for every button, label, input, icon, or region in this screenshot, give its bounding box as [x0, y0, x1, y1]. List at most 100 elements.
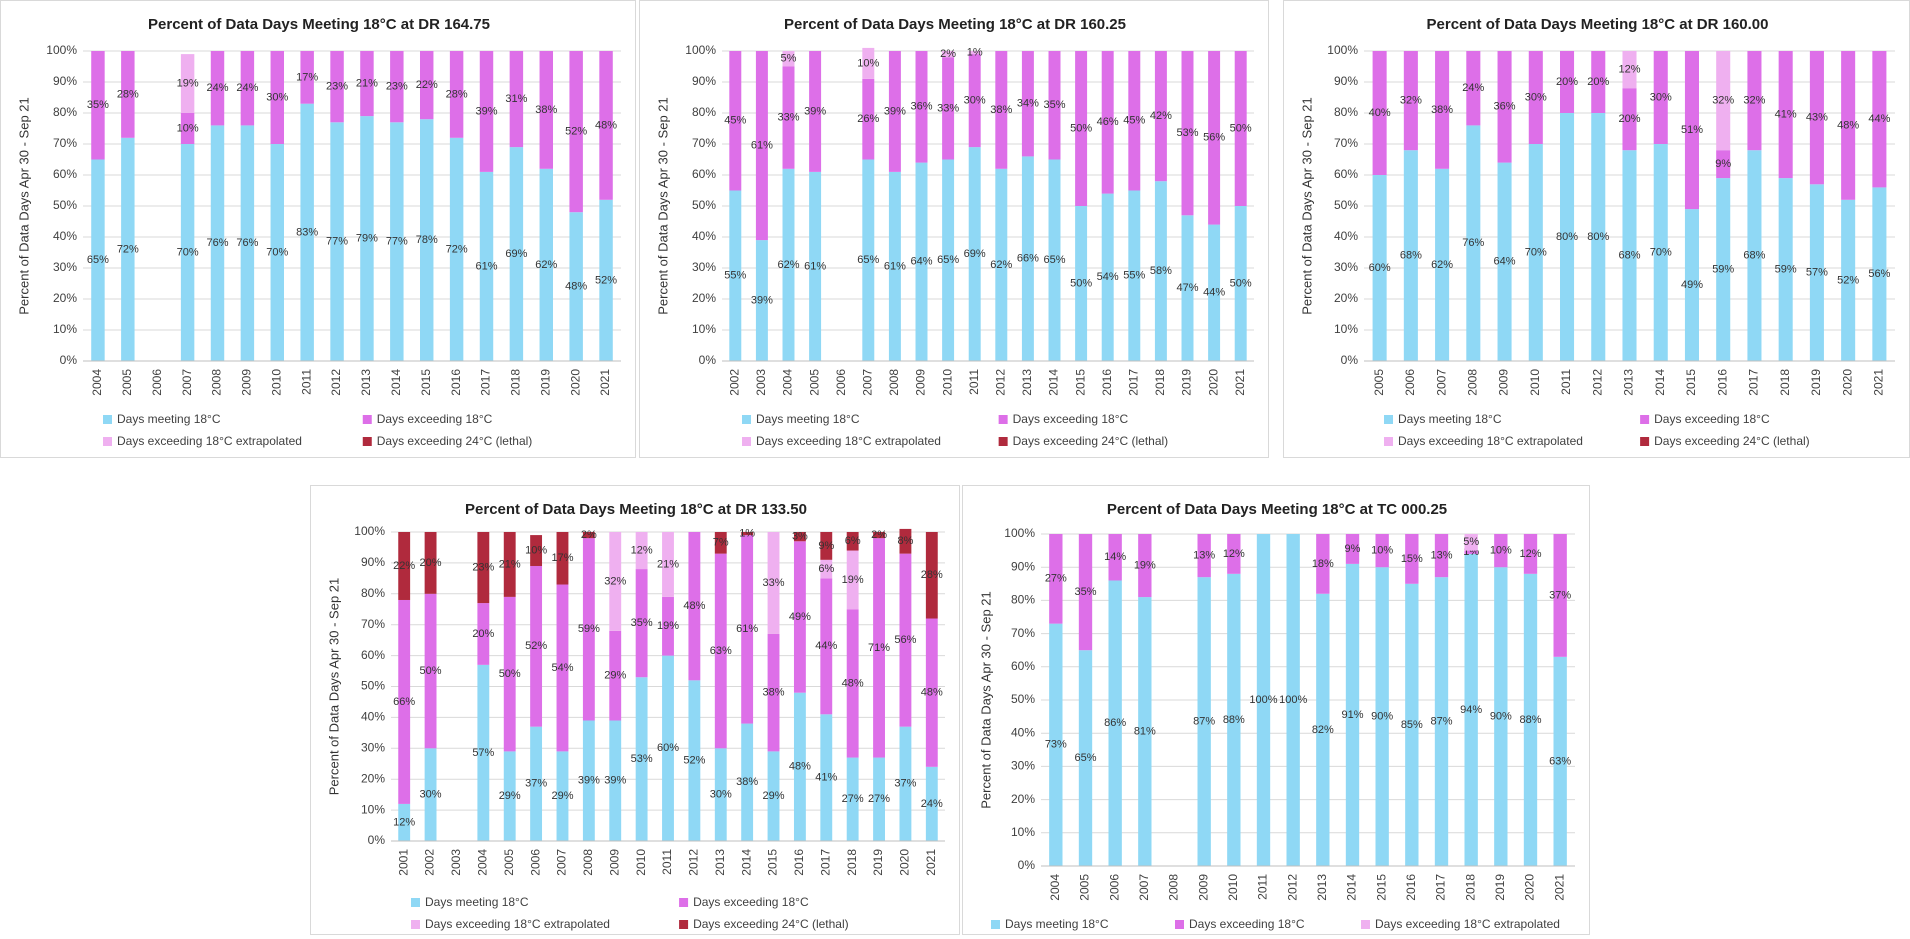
data-label: 39%	[751, 294, 773, 306]
bar-segment	[1372, 51, 1387, 175]
bar-segment	[477, 603, 490, 665]
x-tick-label: 2011	[299, 369, 313, 395]
data-label: 43%	[1806, 112, 1828, 124]
legend-label: Days exceeding 18°C extrapolated	[117, 434, 302, 448]
x-tick-label: 2015	[1073, 369, 1087, 396]
data-label: 59%	[1775, 263, 1797, 275]
bar-segment	[398, 803, 411, 841]
data-label: 50%	[1070, 122, 1092, 134]
data-label: 94%	[1460, 704, 1482, 716]
data-label: 76%	[1462, 237, 1484, 249]
x-tick-label: 2016	[449, 369, 463, 396]
legend-swatch	[1384, 437, 1393, 446]
x-tick-label: 2013	[1020, 369, 1034, 396]
data-label: 87%	[1193, 715, 1215, 727]
bar-segment	[820, 714, 833, 841]
y-axis-title: Percent of Data Days Apr 30 - Sep 21	[326, 578, 341, 796]
data-label: 24%	[206, 82, 228, 94]
x-tick-label: 2009	[1196, 874, 1210, 901]
bar-segment	[1049, 623, 1063, 866]
y-tick-label: 30%	[1334, 260, 1358, 274]
bar-segment	[968, 54, 981, 148]
bar-segment	[569, 212, 583, 361]
data-label: 48%	[921, 687, 943, 699]
data-label: 61%	[884, 260, 906, 272]
legend-swatch	[1384, 415, 1393, 424]
bar-segment	[1716, 51, 1731, 151]
x-tick-label: 2013	[1622, 369, 1636, 396]
bar-segment	[809, 51, 822, 172]
x-tick-label: 2006	[1107, 874, 1121, 901]
chart-title: Percent of Data Days Meeting 18°C at DR …	[148, 16, 490, 33]
bar-segment	[846, 550, 859, 610]
bar-segment	[530, 726, 543, 841]
data-label: 63%	[1549, 755, 1571, 767]
bar-segment	[1684, 209, 1699, 361]
bar-segment	[1622, 150, 1637, 361]
bar-segment	[1405, 583, 1419, 866]
x-tick-label: 2003	[449, 849, 463, 876]
legend-swatch	[103, 437, 112, 446]
data-label: 15%	[1401, 553, 1423, 565]
data-label: 80%	[1556, 231, 1578, 243]
bar-segment	[1747, 150, 1762, 361]
chart: Percent of Data Days Meeting 18°C at TC …	[978, 501, 1575, 931]
data-label: 10%	[1490, 545, 1512, 557]
bar-segment	[1494, 534, 1508, 568]
bar-segment	[873, 757, 885, 841]
x-tick-label: 2012	[1285, 874, 1299, 901]
bar-segment	[569, 51, 583, 213]
x-tick-label: 2005	[502, 849, 516, 876]
data-label: 68%	[1743, 250, 1765, 262]
bar-segment	[1181, 215, 1194, 361]
data-label: 35%	[631, 617, 653, 629]
x-tick-label: 2018	[1463, 874, 1477, 901]
x-tick-label: 2005	[1078, 874, 1092, 901]
data-label: 76%	[236, 237, 258, 249]
bar-segment	[91, 51, 105, 160]
data-label: 70%	[1650, 246, 1672, 258]
data-label: 45%	[724, 115, 746, 127]
x-tick-label: 2018	[1153, 369, 1167, 396]
bar-segment	[398, 599, 411, 804]
data-label: 27%	[1045, 573, 1067, 585]
data-label: 12%	[1519, 548, 1541, 560]
y-tick-label: 0%	[368, 833, 386, 847]
x-tick-label: 2007	[180, 369, 194, 396]
legend-swatch	[1361, 920, 1370, 929]
x-tick-label: 2014	[1047, 369, 1061, 396]
y-tick-label: 100%	[1327, 43, 1358, 57]
bar-segment	[1227, 573, 1241, 866]
data-label: 52%	[525, 640, 547, 652]
bar-segment	[1464, 534, 1478, 551]
x-tick-label: 2008	[1465, 369, 1479, 396]
y-tick-label: 20%	[1011, 792, 1035, 806]
bar-segment	[1208, 51, 1221, 225]
x-tick-label: 2018	[509, 369, 523, 396]
x-tick-label: 2012	[993, 369, 1007, 396]
bar-segment	[1075, 206, 1088, 361]
bar-segment	[1841, 51, 1856, 200]
chart-panel: Percent of Data Days Meeting 18°C at DR …	[639, 0, 1269, 458]
bar-segment	[1021, 51, 1034, 157]
data-label: 27%	[842, 793, 864, 805]
x-tick-label: 2008	[210, 369, 224, 396]
bar-segment	[180, 144, 195, 361]
data-label: 70%	[1525, 246, 1547, 258]
x-tick-label: 2009	[607, 849, 621, 876]
bar-segment	[609, 630, 622, 721]
bar-segment	[862, 78, 875, 160]
y-tick-label: 40%	[53, 229, 77, 243]
bar-segment	[503, 532, 516, 597]
bar-segment	[419, 119, 434, 361]
data-label: 2%	[940, 48, 956, 60]
data-label: 65%	[1074, 752, 1096, 764]
bar-segment	[862, 47, 875, 79]
x-tick-label: 2006	[150, 369, 164, 396]
data-label: 70%	[266, 246, 288, 258]
data-label: 36%	[1494, 101, 1516, 113]
data-label: 30%	[710, 789, 732, 801]
bar-segment	[862, 159, 875, 361]
y-tick-label: 80%	[53, 105, 77, 119]
bar-segment	[782, 66, 795, 169]
